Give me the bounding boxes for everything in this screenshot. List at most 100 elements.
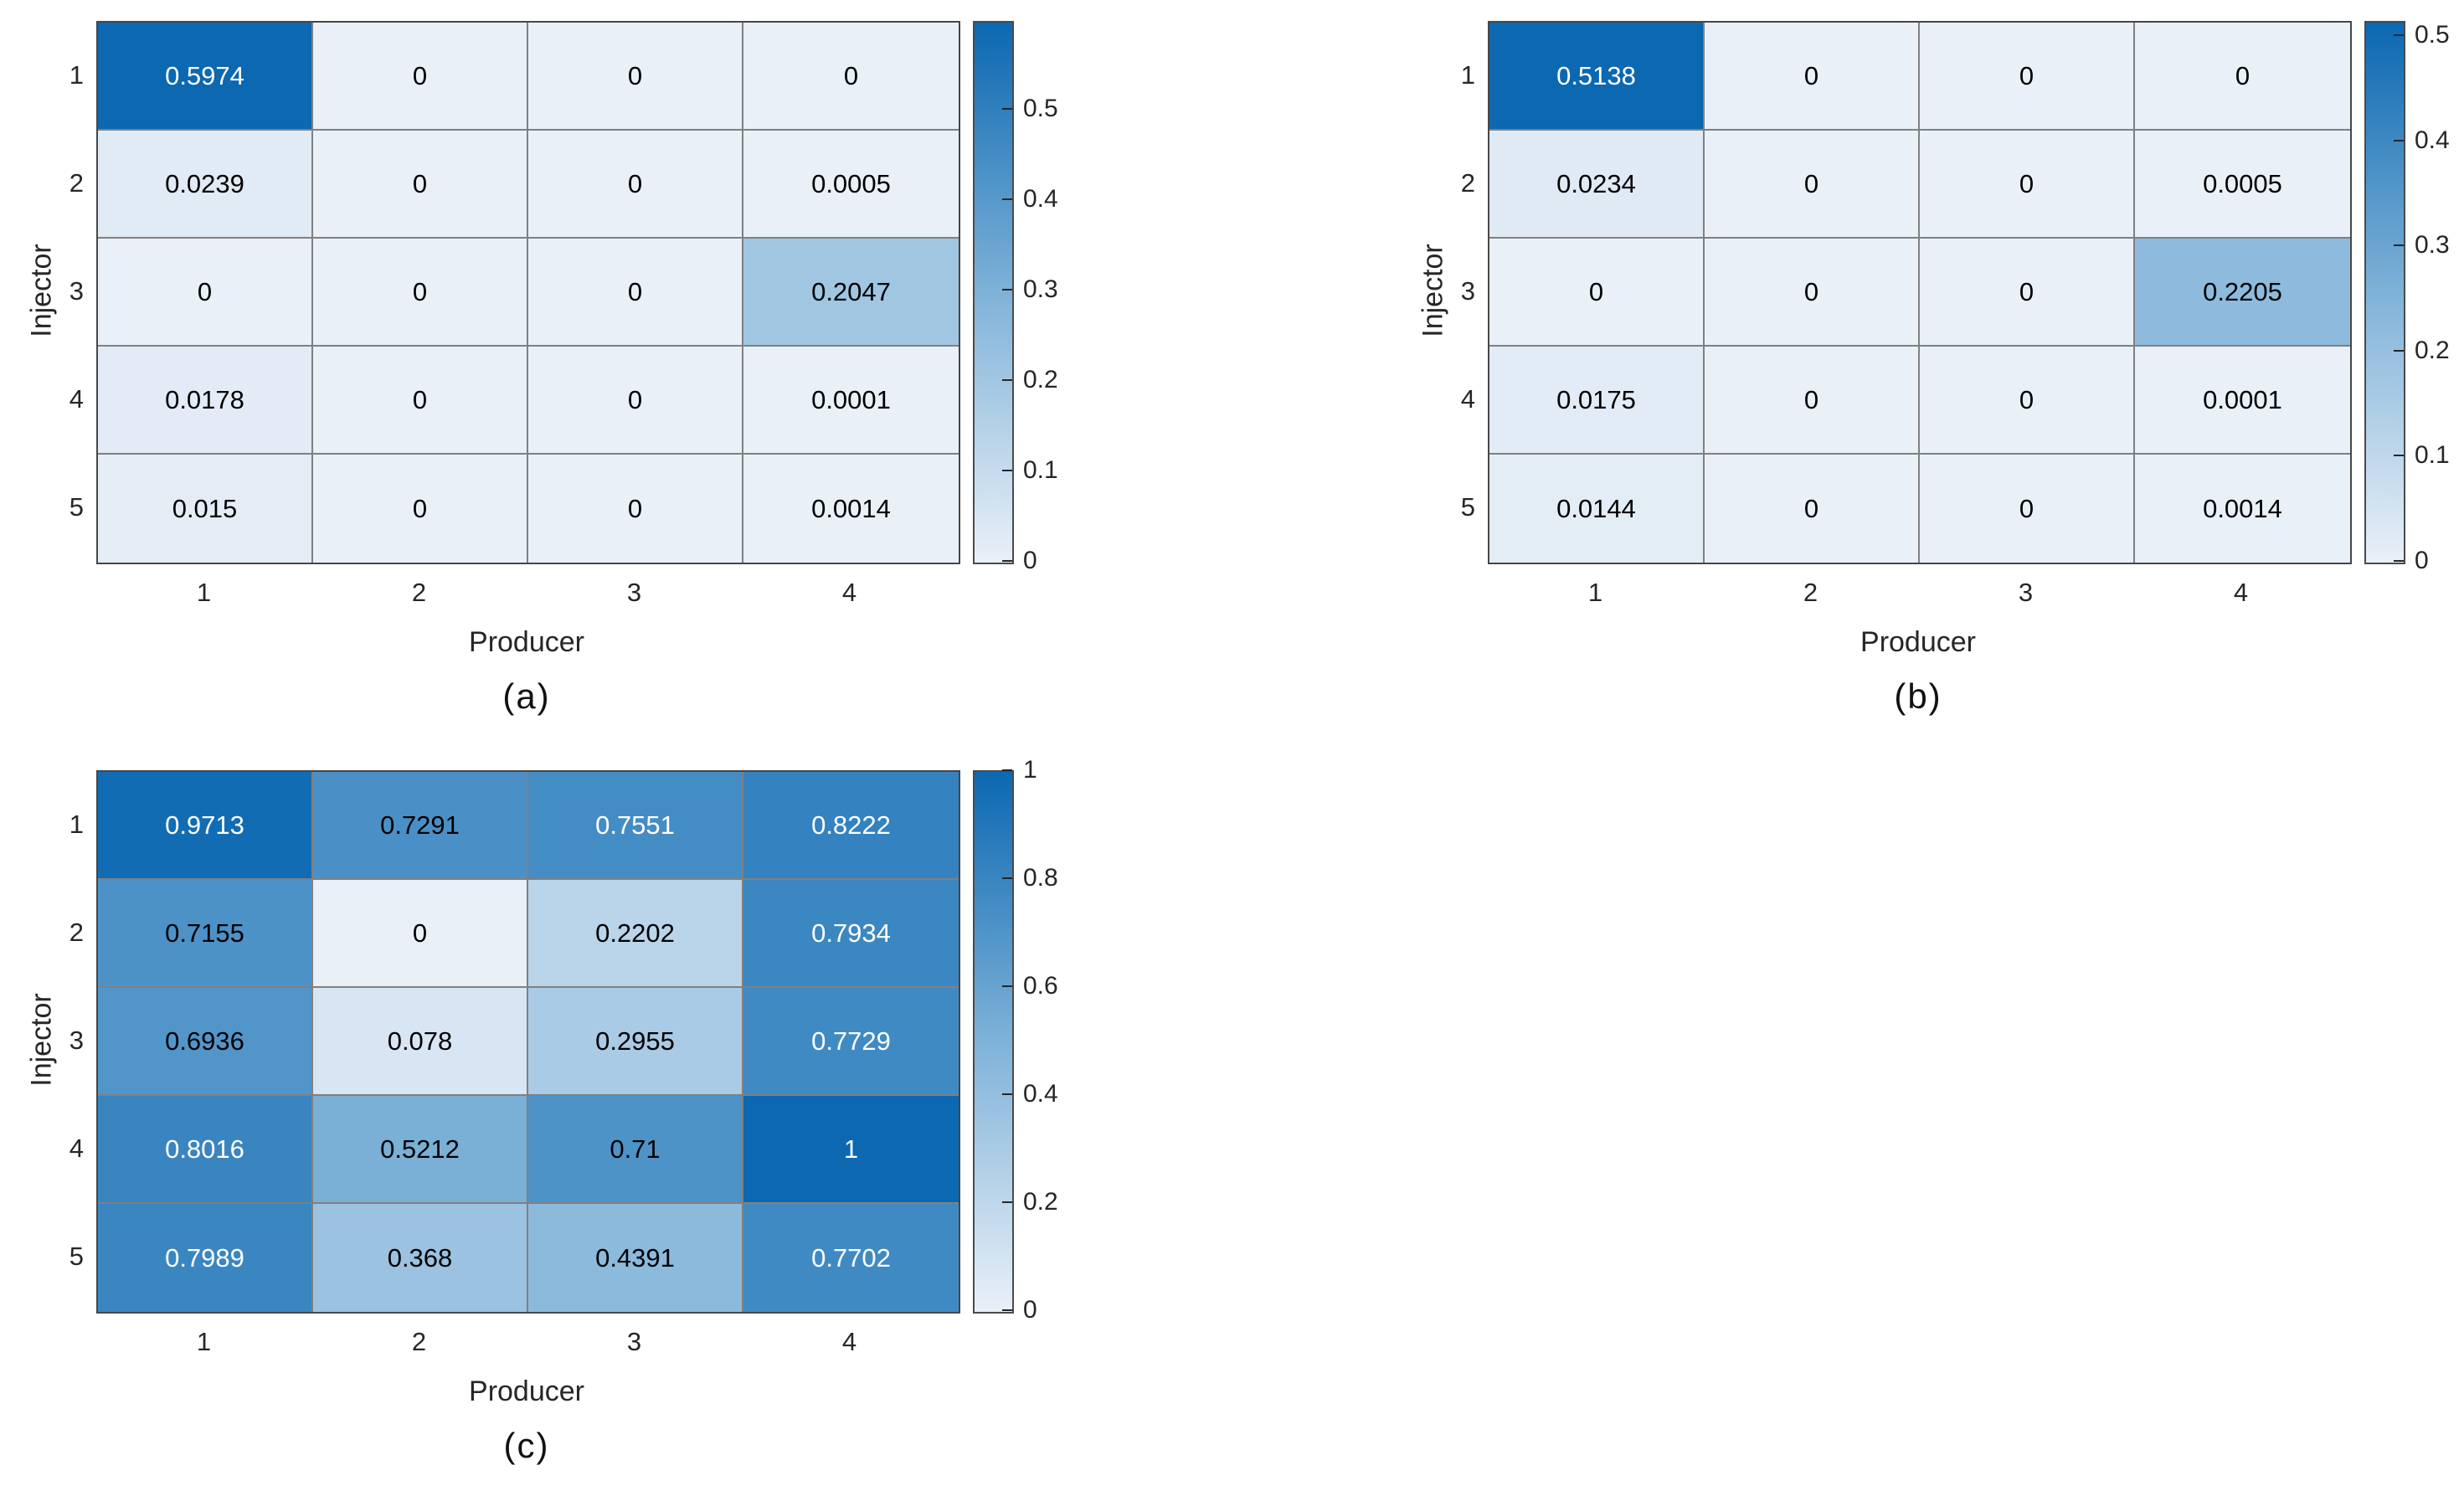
colorbar xyxy=(2364,21,2405,564)
y-tick-label: 4 xyxy=(1460,383,1475,414)
heatmap-grid: 0.9713 0.7291 0.7551 0.8222 0.7155 0 0.2202 0.7… xyxy=(96,770,960,1314)
colorbar xyxy=(973,770,1014,1314)
heatmap-cell-r3-c4: 0.2205 xyxy=(2135,239,2350,347)
y-tick-label: 5 xyxy=(69,1241,84,1271)
heatmap-cell-r4-c3: 0 xyxy=(528,347,743,455)
heatmap-cell-r1-c2: 0 xyxy=(1705,23,1920,131)
heatmap-cell-r1-c3: 0.7551 xyxy=(528,772,743,880)
colorbar-tick-mark xyxy=(1002,289,1012,291)
heatmap-panel-c: Injector 0.9713 0.7291 0.7551 0.8222 0.7155 0… xyxy=(0,749,1088,1486)
colorbar-tick-label: 0.1 xyxy=(2415,441,2450,470)
y-tick-label: 4 xyxy=(69,1133,84,1163)
heatmap-cell-r5-c2: 0 xyxy=(1705,455,1920,563)
x-tick-label: 2 xyxy=(1803,578,1818,607)
heatmap-cell-r4-c3: 0 xyxy=(1920,347,2135,455)
colorbar-tick-label: 0.1 xyxy=(1023,456,1058,485)
heatmap-cell-r1-c3: 0 xyxy=(1920,23,2135,131)
x-tick-label: 4 xyxy=(841,1327,857,1356)
heatmap-cell-r3-c2: 0 xyxy=(1705,239,1920,347)
x-tick-label: 1 xyxy=(196,1327,212,1356)
heatmap-cell-r1-c4: 0 xyxy=(2135,23,2350,131)
heatmap-cell-r3-c1: 0.6936 xyxy=(98,988,313,1096)
y-tick-label: 3 xyxy=(69,1025,84,1055)
heatmap-cell-r2-c1: 0.0239 xyxy=(98,131,313,239)
subfigure-caption: (b) xyxy=(1894,676,1942,716)
y-tick-label: 2 xyxy=(1460,167,1475,198)
colorbar-tick-label: 0.5 xyxy=(1023,95,1058,123)
colorbar-tick-mark xyxy=(1002,108,1012,111)
x-axis-label: Producer xyxy=(1860,626,1976,658)
colorbar xyxy=(973,21,1014,564)
heatmap-grid: 0.5974 0 0 0 0.0239 0 0 0.0005 0 0 0 0.2047 0.0178 0 0… xyxy=(96,21,960,564)
heatmap-cell-r5-c3: 0 xyxy=(1920,455,2135,563)
heatmap-panel-a: Injector 0.5974 0 0 0 0.0239 0 0 0.0005 0 0 0 0.204… xyxy=(0,0,1088,737)
heatmap-cell-r3-c3: 0 xyxy=(1920,239,2135,347)
colorbar-tick-label: 0.4 xyxy=(2415,126,2450,154)
x-tick-label: 4 xyxy=(841,578,857,607)
colorbar-tick-label: 0 xyxy=(1023,547,1037,574)
heatmap-cell-r5-c1: 0.0144 xyxy=(1489,455,1705,563)
colorbar-tick-label: 0.4 xyxy=(1023,185,1058,213)
colorbar-tick-mark xyxy=(1002,877,1012,879)
heatmap-cell-r4-c1: 0.0178 xyxy=(98,347,313,455)
colorbar-tick-mark xyxy=(2394,560,2404,562)
y-tick-label: 4 xyxy=(69,383,84,414)
heatmap-cell-r3-c4: 0.2047 xyxy=(743,239,959,347)
heatmap-cell-r2-c1: 0.7155 xyxy=(98,880,313,988)
colorbar-tick-mark xyxy=(1002,1093,1012,1095)
heatmap-cell-r5-c2: 0 xyxy=(313,455,528,563)
colorbar-tick-label: 0 xyxy=(2415,547,2429,574)
heatmap-cell-r3-c3: 0.2955 xyxy=(528,988,743,1096)
heatmap-cell-r2-c1: 0.0234 xyxy=(1489,131,1705,239)
heatmap-cell-r4-c1: 0.0175 xyxy=(1489,347,1705,455)
y-tick-label: 1 xyxy=(69,809,84,839)
y-tick-label: 5 xyxy=(69,491,84,522)
heatmap-cell-r3-c1: 0 xyxy=(1489,239,1705,347)
heatmap-cell-r5-c1: 0.7989 xyxy=(98,1204,313,1312)
colorbar-tick-label: 0.5 xyxy=(2415,21,2450,49)
heatmap-cell-r5-c4: 0.0014 xyxy=(2135,455,2350,563)
y-tick-label: 3 xyxy=(69,275,84,306)
x-axis-label: Producer xyxy=(469,626,584,658)
heatmap-grid: 0.5138 0 0 0 0.0234 0 0 0.0005 0 0 0 0.2205 0.0175 0 0… xyxy=(1488,21,2352,564)
colorbar-tick-label: 0.6 xyxy=(1023,972,1058,1000)
colorbar-tick-mark xyxy=(1002,769,1012,771)
heatmap-cell-r2-c3: 0 xyxy=(528,131,743,239)
heatmap-cell-r3-c2: 0.078 xyxy=(313,988,528,1096)
heatmap-cell-r1-c1: 0.9713 xyxy=(98,772,313,880)
y-tick-label: 1 xyxy=(69,59,84,90)
subfigure-caption: (c) xyxy=(503,1426,550,1465)
colorbar-tick-mark xyxy=(2394,139,2404,141)
y-tick-label: 2 xyxy=(69,167,84,198)
x-tick-label: 3 xyxy=(626,578,642,607)
colorbar-tick-label: 0.3 xyxy=(2415,231,2450,260)
heatmap-cell-r5-c3: 0.4391 xyxy=(528,1204,743,1312)
colorbar-tick-label: 0.3 xyxy=(1023,275,1058,304)
heatmap-cell-r4-c2: 0.5212 xyxy=(313,1096,528,1204)
heatmap-cell-r2-c2: 0 xyxy=(313,880,528,988)
colorbar-tick-label: 0.2 xyxy=(1023,366,1058,394)
heatmap-cell-r1-c1: 0.5138 xyxy=(1489,23,1705,131)
colorbar-tick-label: 0.2 xyxy=(2415,336,2450,364)
colorbar-tick-mark xyxy=(2394,34,2404,37)
heatmap-cell-r4-c3: 0.71 xyxy=(528,1096,743,1204)
heatmap-cell-r3-c4: 0.7729 xyxy=(743,988,959,1096)
heatmap-cell-r5-c4: 0.0014 xyxy=(743,455,959,563)
x-tick-label: 1 xyxy=(1587,578,1603,607)
heatmap-cell-r2-c3: 0 xyxy=(1920,131,2135,239)
heatmap-cell-r5-c3: 0 xyxy=(528,455,743,563)
colorbar-tick-label: 0.2 xyxy=(1023,1188,1058,1216)
heatmap-cell-r5-c1: 0.015 xyxy=(98,455,313,563)
heatmap-cell-r1-c2: 0.7291 xyxy=(313,772,528,880)
heatmap-cell-r1-c3: 0 xyxy=(528,23,743,131)
heatmap-cell-r5-c4: 0.7702 xyxy=(743,1204,959,1312)
heatmap-cell-r5-c2: 0.368 xyxy=(313,1204,528,1312)
colorbar-tick-mark xyxy=(2394,244,2404,247)
x-tick-label: 2 xyxy=(411,1327,427,1356)
subfigure-caption: (a) xyxy=(502,676,551,716)
heatmap-cell-r4-c4: 0.0001 xyxy=(743,347,959,455)
heatmap-cell-r2-c2: 0 xyxy=(313,131,528,239)
heatmap-cell-r4-c2: 0 xyxy=(1705,347,1920,455)
colorbar-tick-mark xyxy=(1002,560,1012,562)
